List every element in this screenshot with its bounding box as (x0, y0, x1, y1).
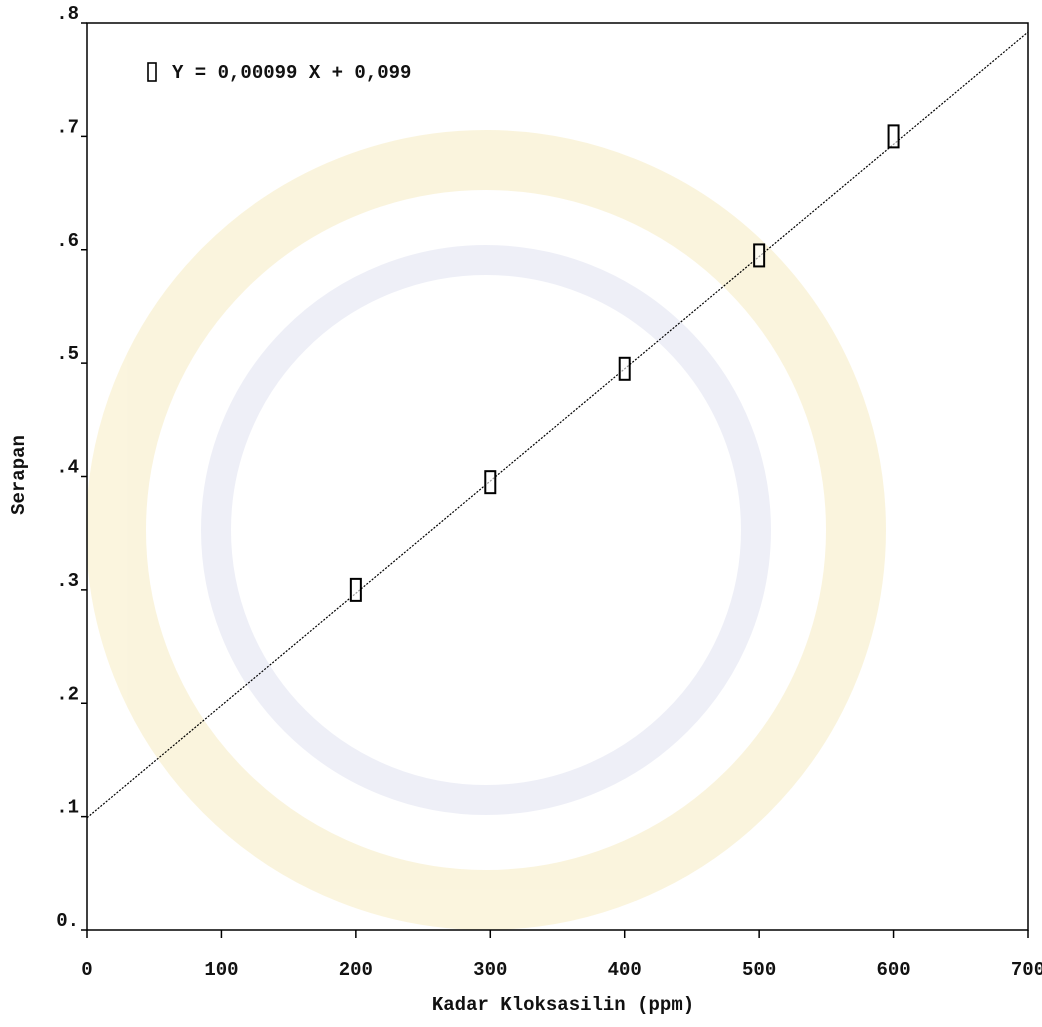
y-tick-label: .5 (56, 343, 79, 365)
point (620, 358, 630, 380)
x-tick-label: 100 (204, 959, 238, 981)
y-tick-label: .4 (56, 457, 79, 479)
y-tick-label: 0. (56, 910, 79, 932)
x-tick-label: 500 (742, 959, 776, 981)
x-axis-label: Kadar Kloksasilin (ppm) (432, 994, 694, 1016)
y-tick-label: .2 (56, 683, 79, 705)
annotation: Y = 0,00099 X + 0,099 (172, 62, 411, 84)
x-tick-label: 200 (339, 959, 373, 981)
x-tick-label: 0 (81, 959, 92, 981)
point (889, 125, 899, 147)
x-tick-label: 300 (473, 959, 507, 981)
y-tick-label: .3 (56, 570, 79, 592)
x-tick-label: 400 (608, 959, 642, 981)
point (485, 471, 495, 493)
y-tick-label: .6 (56, 230, 79, 252)
annotation-marker (148, 63, 156, 81)
y-axis-label: Serapan (8, 435, 30, 515)
y-tick-label: .7 (56, 116, 79, 138)
watermark-ring (216, 260, 756, 800)
watermark (116, 160, 856, 900)
y-tick-label: .1 (56, 797, 79, 819)
y-tick-label: .8 (56, 3, 79, 25)
x-tick-label: 600 (876, 959, 910, 981)
x-tick-label: 700 (1011, 959, 1042, 981)
chart: Y = 0,00099 X + 0,099 Kadar Kloksasilin … (0, 0, 1042, 1022)
point (351, 579, 361, 601)
point (754, 244, 764, 266)
